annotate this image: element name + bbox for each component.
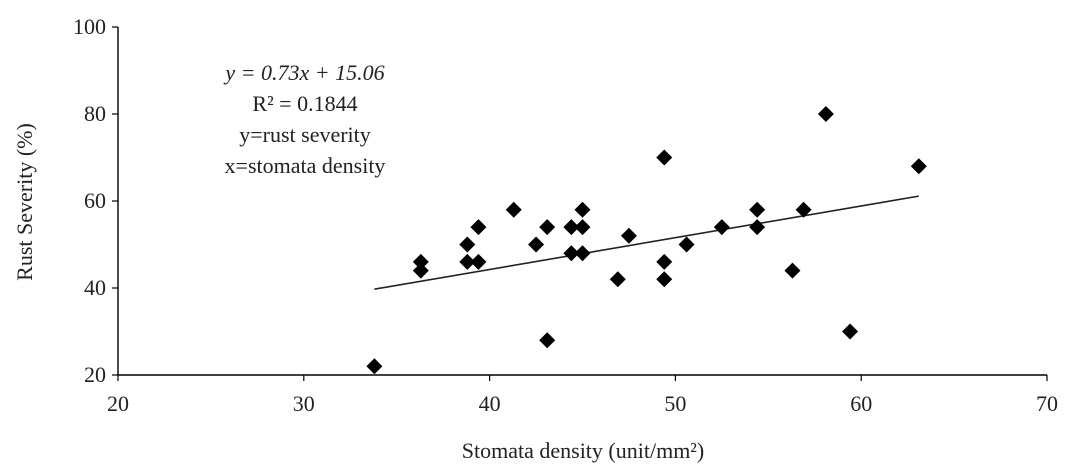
data-point-diamond <box>910 158 927 175</box>
data-point-diamond <box>563 219 580 236</box>
data-point-diamond <box>842 323 859 340</box>
data-point-diamond <box>656 271 673 288</box>
data-point-diamond <box>574 201 591 218</box>
data-point-diamond <box>563 245 580 262</box>
data-point-diamond <box>817 106 834 122</box>
data-point-diamond <box>574 219 591 236</box>
data-point-diamond <box>620 227 637 244</box>
y-tick-label: 40 <box>84 275 106 300</box>
data-point-diamond <box>749 219 766 236</box>
x-definition-text: x=stomata density <box>225 153 386 178</box>
y-axis-ticks: 20 40 60 80 100 <box>73 14 118 387</box>
equation-annotation: y = 0.73x + 15.06 R² = 0.1844 y=rust sev… <box>223 60 385 178</box>
data-point-diamond <box>459 236 476 253</box>
data-point-diamond <box>609 271 626 288</box>
x-tick-label: 20 <box>107 391 129 416</box>
y-axis-title: Rust Severity (%) <box>12 123 37 281</box>
y-tick-label: 100 <box>73 14 106 39</box>
data-point-diamond <box>470 253 487 270</box>
x-tick-label: 70 <box>1036 391 1058 416</box>
data-point-diamond <box>539 332 556 349</box>
y-tick-label: 20 <box>84 362 106 387</box>
data-point-diamond <box>412 262 429 279</box>
data-point-diamond <box>574 245 591 262</box>
equation-text: y = 0.73x + 15.06 <box>223 60 384 85</box>
data-point-diamond <box>528 236 545 253</box>
data-points <box>366 106 927 375</box>
data-point-diamond <box>412 253 429 270</box>
y-definition-text: y=rust severity <box>239 122 371 147</box>
x-tick-label: 40 <box>479 391 501 416</box>
y-tick-label: 60 <box>84 188 106 213</box>
data-point-diamond <box>678 236 695 253</box>
data-point-diamond <box>459 253 476 270</box>
data-point-diamond <box>505 201 522 218</box>
data-point-diamond <box>784 262 801 279</box>
data-point-diamond <box>470 219 487 236</box>
x-tick-label: 50 <box>664 391 686 416</box>
x-axis-title: Stomata density (unit/mm²) <box>462 438 704 463</box>
data-point-diamond <box>795 201 812 218</box>
data-point-diamond <box>713 219 730 236</box>
data-point-diamond <box>366 358 383 375</box>
data-point-diamond <box>656 149 673 166</box>
y-tick-label: 80 <box>84 101 106 126</box>
r-squared-text: R² = 0.1844 <box>252 91 357 116</box>
linear-trendline <box>374 195 919 290</box>
data-point-diamond <box>539 219 556 236</box>
data-point-diamond <box>749 201 766 218</box>
x-tick-label: 60 <box>850 391 872 416</box>
trendline-layer <box>374 195 919 290</box>
data-point-diamond <box>656 253 673 270</box>
x-tick-label: 30 <box>293 391 315 416</box>
x-axis-ticks: 20 30 40 50 60 70 <box>107 375 1058 416</box>
